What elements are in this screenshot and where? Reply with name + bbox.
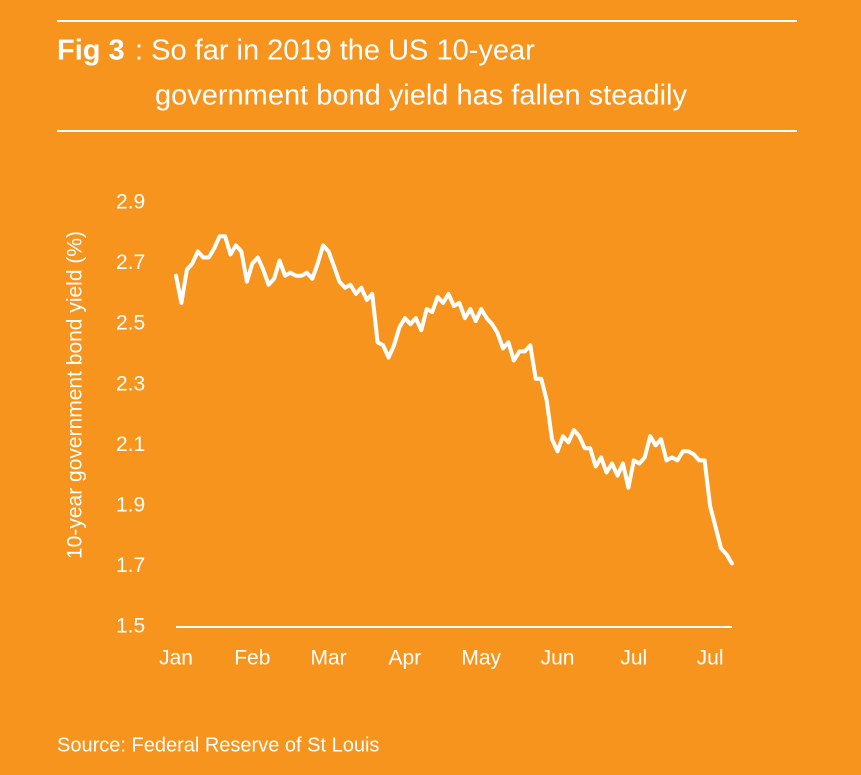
title-label: Fig 3	[57, 35, 125, 67]
line	[174, 234, 734, 566]
chart-title: : So far in 2019 the US 10-year	[135, 35, 535, 67]
x-tick-label: May	[461, 647, 501, 670]
y-tick-label: 2.3	[116, 372, 145, 395]
x-tick-label: Jun	[541, 647, 575, 670]
x-tick-label: Jan	[159, 647, 193, 670]
x-tick-label: Jul	[620, 647, 647, 670]
y-tick-label: 1.7	[116, 554, 145, 577]
x-tick-label: Mar	[311, 647, 347, 670]
y-tick-label: 2.7	[116, 251, 145, 274]
y-tick-label: 1.5	[116, 615, 145, 638]
y-tick-label: 1.9	[116, 493, 145, 516]
y-tick-label: 2.9	[116, 191, 145, 214]
y-tick-label: 2.5	[116, 312, 145, 335]
x-tick-label: Apr	[389, 647, 422, 670]
x-tick-label: Feb	[234, 647, 270, 670]
x-tick-label: Jul	[697, 647, 724, 670]
chart-subtitle: government bond yield has fallen steadil…	[155, 80, 687, 112]
source: Source: Federal Reserve of St Louis	[57, 734, 379, 756]
y-tick-label: 2.1	[116, 433, 145, 456]
y-axis-label: 10-year government bond yield (%)	[64, 231, 87, 559]
